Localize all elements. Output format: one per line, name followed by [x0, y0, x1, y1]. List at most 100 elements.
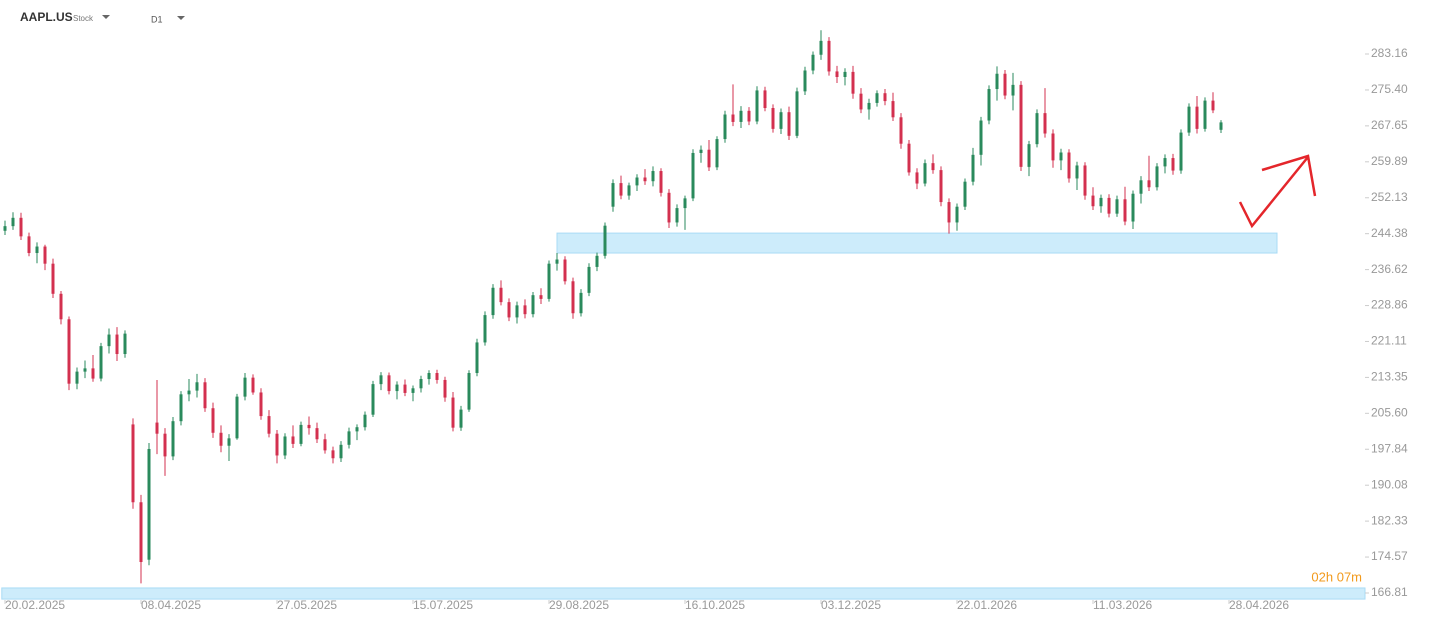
candle-body [227, 438, 231, 446]
candle-body [643, 177, 647, 182]
candle-body [339, 444, 343, 459]
candle-body [1187, 106, 1191, 133]
x-tick-label: 22.01.2026 [957, 598, 1017, 612]
candle-body [395, 384, 399, 392]
arrow-drawing [1238, 154, 1317, 229]
candle-body [1115, 199, 1119, 214]
candle-body [203, 382, 207, 409]
y-tick-label: 283.16 [1371, 46, 1408, 60]
candle-body [923, 163, 927, 184]
candle-body [779, 112, 783, 129]
x-tick-label: 27.05.2025 [277, 598, 337, 612]
candle-body [595, 255, 599, 267]
candle-body [491, 287, 495, 316]
candle-body [251, 377, 255, 393]
candle-body [811, 54, 815, 71]
candle-body [299, 424, 303, 444]
y-tick-label: 166.81 [1371, 585, 1408, 599]
candle-body [1099, 197, 1103, 207]
y-tick-label: 252.13 [1371, 190, 1408, 204]
candle-body [699, 149, 703, 153]
y-tick-label: 259.89 [1371, 154, 1408, 168]
candle-body [851, 71, 855, 94]
candle-body [1051, 133, 1055, 161]
candle-body [1027, 144, 1031, 167]
candle-body [707, 149, 711, 168]
candle-body [1195, 106, 1199, 129]
candle-body [323, 439, 327, 451]
candle-body [267, 416, 271, 434]
candle-body [819, 40, 823, 55]
x-tick-label: 03.12.2025 [821, 598, 881, 612]
candle-body [35, 246, 39, 254]
candle-body [291, 436, 295, 444]
candle-body [315, 428, 319, 440]
candle-body [835, 71, 839, 77]
candle-body [443, 379, 447, 398]
candle-body [635, 177, 639, 186]
interval[interactable]: D1 [151, 14, 163, 24]
candle-body [371, 384, 375, 415]
candle-body [1131, 193, 1135, 222]
candle-body [1019, 84, 1023, 167]
candle-body [75, 371, 79, 384]
candle-body [59, 293, 63, 320]
candle-body [475, 342, 479, 374]
candle-body [1171, 158, 1175, 171]
candle-body [995, 73, 999, 90]
candle-body [499, 287, 503, 303]
candle-body [555, 259, 559, 264]
y-tick-label: 190.08 [1371, 477, 1408, 491]
candle-body [99, 346, 103, 379]
candle-body [307, 424, 311, 429]
candle-body [1179, 132, 1183, 171]
zone [1, 587, 1366, 600]
candle-body [755, 90, 759, 122]
candle-body [547, 263, 551, 299]
candle-body [11, 217, 15, 227]
candle-body [987, 89, 991, 121]
candle-body [1003, 73, 1007, 96]
candle-body [179, 394, 183, 422]
candles [3, 30, 1223, 584]
candle-body [211, 408, 215, 433]
zones [1, 232, 1366, 600]
x-tick-label: 29.08.2025 [549, 598, 609, 612]
candle-body [955, 206, 959, 223]
candle-body [1203, 100, 1207, 129]
candle-body [123, 333, 127, 355]
candle-body [187, 390, 191, 395]
candle-body [331, 450, 335, 459]
candle-body [627, 185, 631, 196]
interval-dropdown[interactable] [177, 16, 185, 20]
candle-body [931, 163, 935, 171]
candle-body [979, 120, 983, 155]
candle-body [163, 433, 167, 457]
symbol[interactable]: AAPL.US [20, 10, 73, 24]
candle-body [827, 40, 831, 72]
candle-body [843, 71, 847, 77]
candle-body [883, 93, 887, 102]
y-tick-label: 244.38 [1371, 226, 1408, 240]
candle-body [515, 305, 519, 318]
candle-body [3, 226, 7, 231]
candle-body [459, 409, 463, 428]
candle-body [587, 266, 591, 293]
candle-body [747, 110, 751, 122]
candle-body [1139, 180, 1143, 194]
candle-body [651, 171, 655, 182]
x-tick-label: 16.10.2025 [685, 598, 745, 612]
candle-body [875, 93, 879, 103]
candle-body [147, 448, 151, 560]
candle-body [347, 431, 351, 445]
candle-body [915, 172, 919, 184]
candle-body [107, 334, 111, 347]
candle-body [355, 427, 359, 432]
symbol-dropdown[interactable] [102, 15, 110, 19]
candle-body [859, 93, 863, 110]
candle-body [579, 292, 583, 314]
candle-body [1091, 195, 1095, 207]
candle-body [539, 295, 543, 299]
candle-body [1067, 152, 1071, 179]
